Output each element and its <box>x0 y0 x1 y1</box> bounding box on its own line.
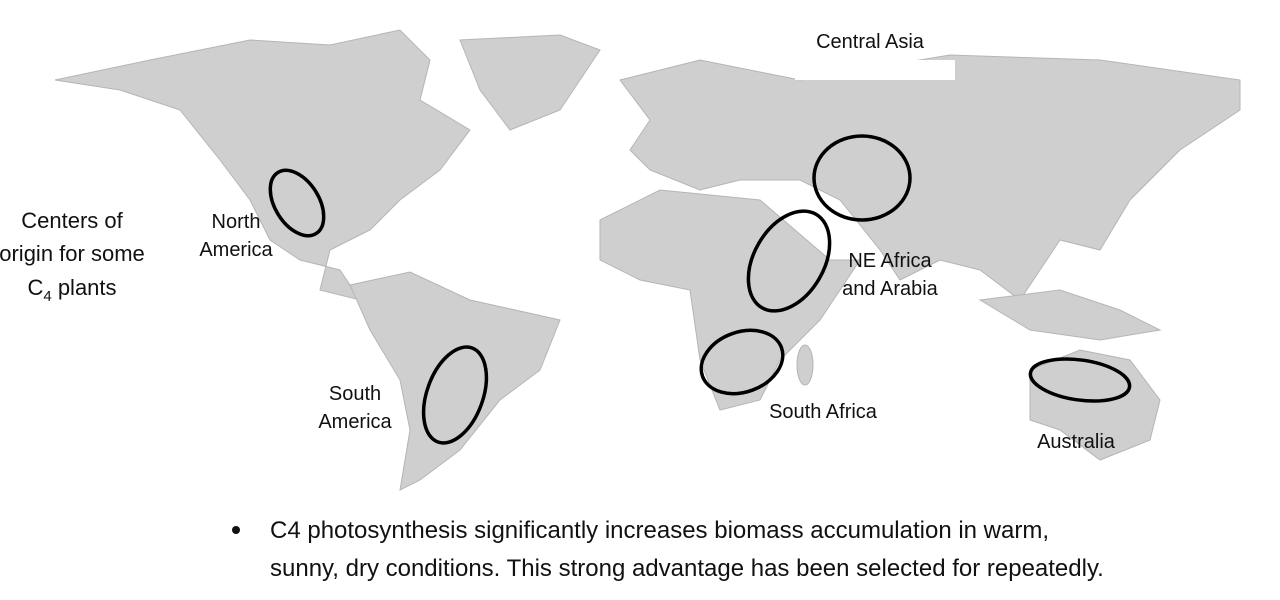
c4-rest: plants <box>52 275 117 300</box>
region-labels: Central Asia North America NE Africa and… <box>199 31 1115 453</box>
region-label: South <box>329 383 381 405</box>
c4-subscript: 4 <box>43 288 51 305</box>
bullet-point: C4 photosynthesis significantly increase… <box>232 517 1104 582</box>
region-label: North <box>212 211 261 233</box>
ring-south-america <box>421 345 489 445</box>
region-label: Australia <box>1037 431 1116 453</box>
north-america <box>54 29 471 301</box>
region-label: America <box>318 411 392 433</box>
region-label: America <box>199 239 273 261</box>
origin-rings <box>268 134 1132 445</box>
region-label: Central Asia <box>816 31 925 53</box>
side-label-line: Centers of <box>21 208 123 233</box>
greenland <box>459 34 601 131</box>
south-america <box>349 271 561 491</box>
ring-ne-africa <box>746 209 832 313</box>
africa <box>599 189 861 411</box>
ring-south-africa <box>699 328 785 396</box>
bullet-dot <box>232 526 240 534</box>
region-label: and Arabia <box>842 278 939 300</box>
map-blank-area <box>795 60 955 80</box>
side-label: Centers of origin for some C4 plants <box>0 208 145 305</box>
ring-north-america <box>268 168 326 238</box>
madagascar <box>796 344 814 386</box>
bullet-line: sunny, dry conditions. This strong advan… <box>270 555 1104 582</box>
region-label: South Africa <box>769 401 878 423</box>
southeast-asia-islands <box>978 289 1162 341</box>
bullet-line: C4 photosynthesis significantly increase… <box>270 517 1049 544</box>
side-label-line: C4 plants <box>27 275 116 305</box>
ring-central-asia <box>812 134 912 222</box>
side-label-line: origin for some <box>0 241 145 266</box>
eurasia <box>619 54 1241 301</box>
region-label: NE Africa <box>848 250 932 272</box>
ring-australia <box>1028 357 1132 403</box>
c4-base: C <box>27 275 43 300</box>
